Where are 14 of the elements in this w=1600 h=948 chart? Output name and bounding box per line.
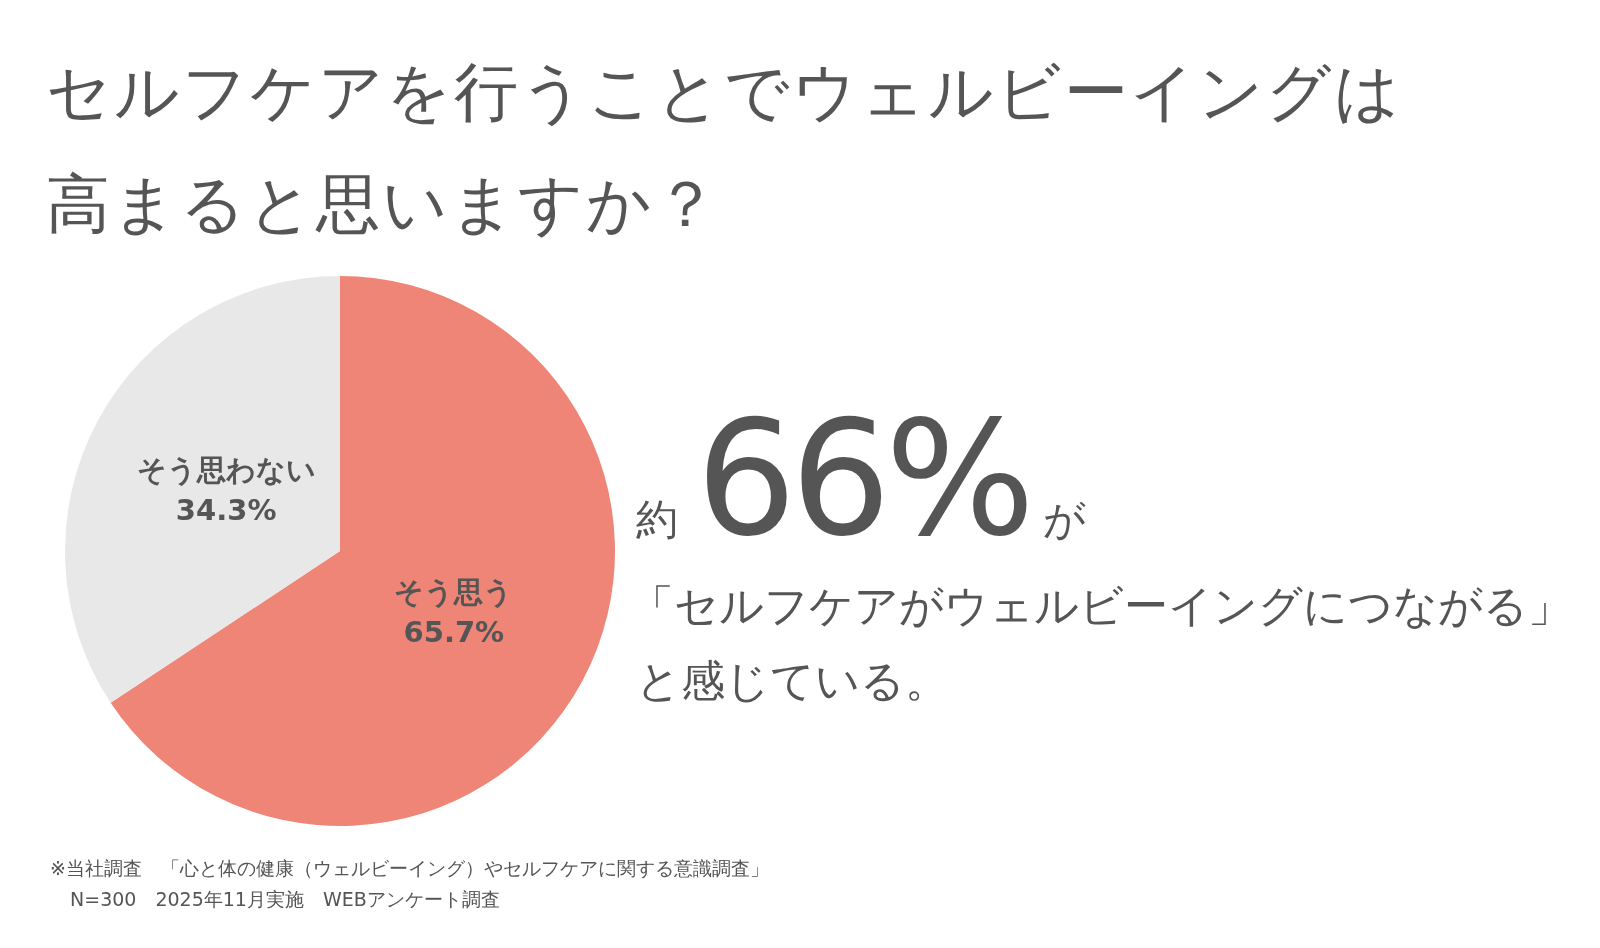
text: 約 <box>636 495 678 546</box>
pie-slice <box>110 276 615 826</box>
text: N=300 2025年11月実施 WEBアンケート調査 <box>70 888 500 911</box>
data-label: 65.7% <box>403 615 505 650</box>
slice-label: そう思わない <box>136 452 316 487</box>
text: 「セルフケアがウェルビーイングにつながる」 <box>630 580 1572 633</box>
text: が <box>1043 495 1087 546</box>
chart-title: セルフケアを行うことでウェルビーイングは高まると思いますか？ <box>46 54 1403 243</box>
text: ※当社調査 「心と体の健康（ウェルビーイング）やセルフケアに関する意識調査」 <box>50 857 769 880</box>
data-label: 34.3% <box>175 492 277 527</box>
text: 66% <box>696 386 1030 573</box>
pie-slice <box>65 276 340 703</box>
text: と感じている。 <box>636 655 949 708</box>
slice-label: そう思う <box>394 575 514 610</box>
